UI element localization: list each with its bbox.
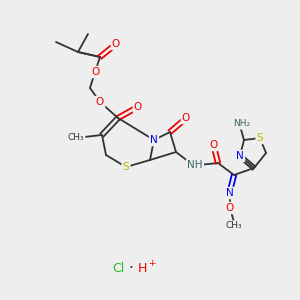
Text: CH₃: CH₃ [68,133,84,142]
Text: Cl: Cl [112,262,124,275]
Text: O: O [182,113,190,123]
Text: H: H [137,262,147,275]
Text: N: N [236,151,244,161]
Text: O: O [112,39,120,49]
Text: S: S [123,162,129,172]
Text: O: O [226,203,234,213]
Text: +: + [148,260,155,268]
Text: N: N [226,188,234,198]
Text: CH₃: CH₃ [226,221,242,230]
Text: NH₂: NH₂ [233,119,250,128]
Text: S: S [257,133,263,143]
Text: O: O [91,67,99,77]
Text: NH: NH [187,160,203,170]
Text: N: N [150,135,158,145]
Text: O: O [209,140,217,150]
Text: O: O [96,97,104,107]
Text: O: O [134,102,142,112]
Text: ·: · [129,260,134,275]
